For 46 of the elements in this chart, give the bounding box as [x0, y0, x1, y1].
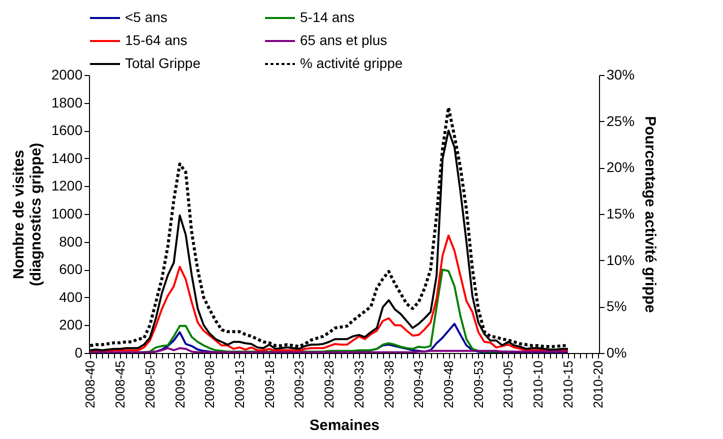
- x-tick-label: 2009-43: [411, 360, 426, 408]
- y2-tick-label: 10%: [606, 252, 635, 268]
- line-series: [89, 234, 569, 352]
- y-tick-label: 400: [59, 288, 83, 305]
- y-tick-label: 0: [74, 344, 83, 360]
- y2-axis-title: Pourcentage activité grippe: [642, 116, 659, 313]
- x-axis-title: Semaines: [309, 417, 380, 434]
- y-tick-label: 2000: [51, 66, 83, 82]
- x-tick-label: 2009-18: [262, 360, 277, 408]
- y2-tick-label: 0%: [606, 344, 627, 360]
- x-tick-label: 2009-23: [292, 360, 307, 408]
- y-tick-label: 800: [59, 233, 83, 250]
- x-tick-label: 2009-13: [232, 360, 247, 408]
- x-tick-label: 2009-08: [202, 360, 218, 408]
- legend-label: % activité grippe: [300, 55, 403, 71]
- y-tick-label: 1000: [51, 206, 83, 222]
- x-tick-label: 2009-03: [172, 360, 188, 408]
- legend-label: 65 ans et plus: [300, 32, 388, 48]
- x-tick-label: 2010-05: [500, 360, 516, 408]
- y2-tick-label: 20%: [606, 159, 635, 176]
- legend-label: 15-64 ans: [125, 32, 188, 48]
- x-tick-label: 2008-50: [142, 360, 158, 408]
- x-tick-label: 2009-28: [322, 360, 337, 408]
- y-tick-label: 1400: [51, 150, 83, 166]
- x-tick-label: 2009-53: [470, 360, 486, 408]
- y-tick-label: 200: [59, 316, 83, 333]
- x-tick-label: 2009-33: [351, 360, 366, 408]
- x-tick-label: 2009-48: [441, 360, 456, 408]
- legend-label: Total Grippe: [125, 55, 201, 71]
- legend-label: 5-14 ans: [300, 9, 354, 25]
- y-tick-label: 1200: [51, 178, 83, 194]
- x-tick-label: 2009-38: [381, 360, 396, 408]
- x-tick-label: 2010-15: [560, 360, 576, 408]
- y2-tick-label: 15%: [606, 206, 635, 222]
- y-tick-label: 600: [59, 261, 83, 278]
- x-tick-label: 2008-40: [82, 360, 98, 408]
- y-tick-label: 1800: [51, 94, 83, 110]
- x-tick-label: 2010-10: [530, 360, 546, 408]
- y2-tick-label: 25%: [606, 112, 635, 129]
- y2-tick-label: 5%: [606, 298, 627, 314]
- y2-tick-label: 30%: [606, 66, 635, 82]
- x-tick-label: 2008-45: [112, 360, 128, 408]
- x-tick-label: 2010-20: [590, 360, 606, 408]
- y-tick-label: 1600: [51, 122, 83, 138]
- y-axis-title: Nombre de visites (diagnostics grippe): [10, 142, 44, 286]
- legend-label: <5 ans: [125, 9, 168, 25]
